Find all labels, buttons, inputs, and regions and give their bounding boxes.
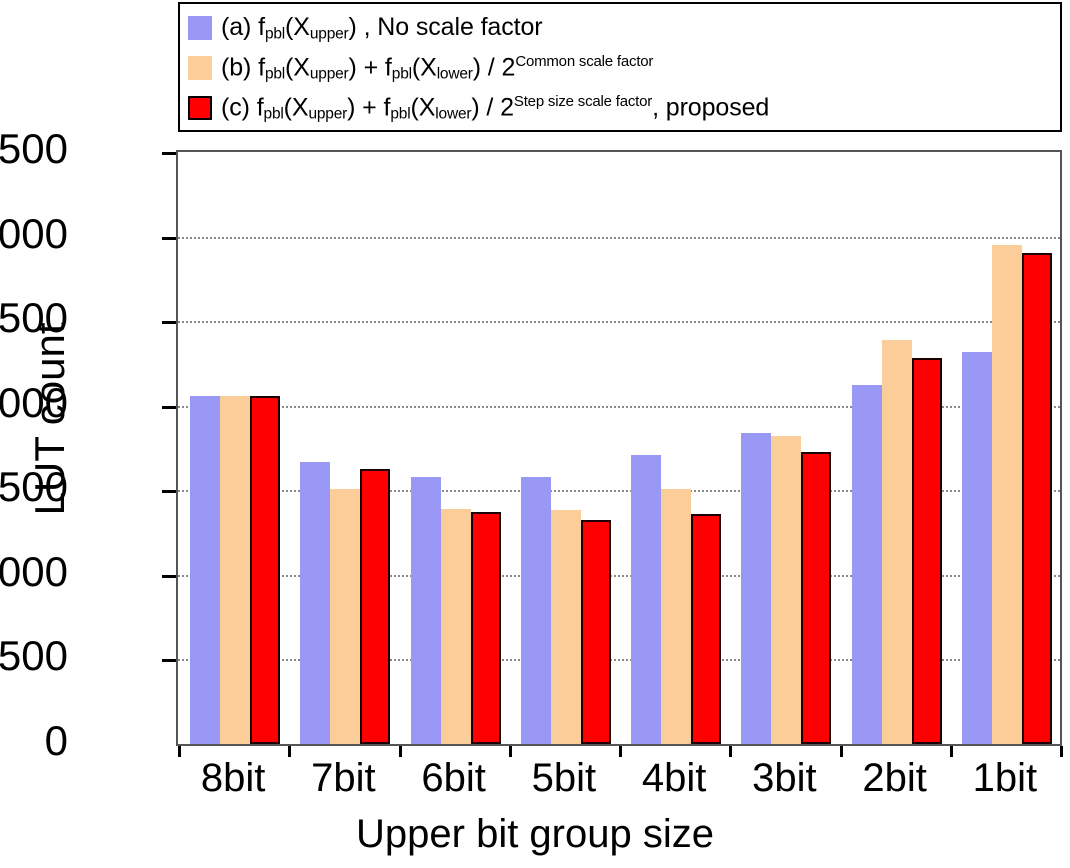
bar xyxy=(741,432,772,744)
x-tick-label: 2bit xyxy=(862,756,927,800)
bar xyxy=(330,489,361,744)
x-tick-mark xyxy=(839,746,843,757)
x-tick-mark xyxy=(398,746,402,757)
y-tick-label: 1500 xyxy=(0,463,68,511)
bar xyxy=(300,461,331,744)
bar xyxy=(911,358,942,744)
y-tick-label: 3000 xyxy=(0,209,68,257)
x-tick-mark xyxy=(288,746,292,757)
x-axis-title: Upper bit group size xyxy=(356,812,714,856)
bar xyxy=(470,512,501,744)
y-tick-label: 3500 xyxy=(0,125,68,172)
bar xyxy=(661,488,691,744)
gridline xyxy=(178,574,1060,577)
y-tick-mark xyxy=(162,321,176,325)
x-tick-mark xyxy=(178,746,181,757)
bar xyxy=(771,436,802,744)
bar xyxy=(631,454,661,744)
bar xyxy=(220,396,250,744)
bar xyxy=(360,469,391,744)
y-tick-mark xyxy=(162,490,176,494)
y-tick-mark xyxy=(162,152,176,155)
bar xyxy=(991,245,1022,744)
gridline xyxy=(178,236,1060,239)
gridline xyxy=(178,321,1060,324)
x-tick-label: 8bit xyxy=(200,756,266,800)
legend-swatch-series-a xyxy=(188,16,212,40)
x-tick-label: 7bit xyxy=(311,756,376,800)
bar xyxy=(691,513,721,744)
y-tick-label: 1000 xyxy=(0,547,68,595)
x-tick-mark xyxy=(729,746,733,757)
x-tick-label: 4bit xyxy=(641,756,707,800)
bar xyxy=(250,396,280,744)
x-tick-label: 5bit xyxy=(531,756,597,800)
bar xyxy=(881,339,912,744)
legend-swatch-series-b xyxy=(188,56,212,80)
bar xyxy=(520,476,551,744)
legend-label-series-a: (a) fpbl(Xupper) , No scale factor xyxy=(221,12,543,42)
y-tick-label: 0 xyxy=(44,717,68,764)
y-tick-mark xyxy=(162,574,176,578)
gridline xyxy=(178,405,1060,408)
bar xyxy=(580,519,611,744)
x-tick-mark xyxy=(1060,746,1063,757)
y-tick-label: 500 xyxy=(0,632,68,680)
gridline xyxy=(178,659,1060,662)
x-tick-label: 6bit xyxy=(421,756,486,800)
legend-label-series-b: (b) fpbl(Xupper) + fpbl(Xlower) / 2Commo… xyxy=(221,52,654,83)
x-tick-mark xyxy=(949,746,953,757)
y-tick-mark xyxy=(162,236,176,240)
bar xyxy=(851,384,882,744)
x-tick-mark xyxy=(508,746,512,757)
y-tick-mark xyxy=(162,405,176,409)
y-tick-mark xyxy=(162,659,176,663)
bar xyxy=(1021,252,1052,744)
bar xyxy=(801,452,832,744)
x-tick-label: 1bit xyxy=(972,756,1038,800)
plot-area xyxy=(176,150,1062,746)
y-tick-label: 2500 xyxy=(0,294,68,342)
gridline xyxy=(178,490,1060,493)
bar xyxy=(190,396,220,744)
chart-legend: (a) fpbl(Xupper) , No scale factor (b) f… xyxy=(178,2,1062,132)
x-tick-mark xyxy=(619,746,622,757)
legend-entry-a: (a) fpbl(Xupper) , No scale factor xyxy=(188,8,1060,48)
bar xyxy=(440,508,471,744)
legend-label-series-c: (c) fpbl(Xupper) + fpbl(Xlower) / 2Step … xyxy=(221,92,770,123)
bar xyxy=(961,351,992,744)
x-tick-label: 3bit xyxy=(752,756,817,800)
y-tick-label: 2000 xyxy=(0,378,68,426)
legend-swatch-series-c xyxy=(188,96,212,120)
bar xyxy=(550,509,581,744)
legend-entry-c: (c) fpbl(Xupper) + fpbl(Xlower) / 2Step … xyxy=(188,88,1060,128)
legend-entry-b: (b) fpbl(Xupper) + fpbl(Xlower) / 2Commo… xyxy=(188,48,1060,88)
bar xyxy=(410,476,441,744)
